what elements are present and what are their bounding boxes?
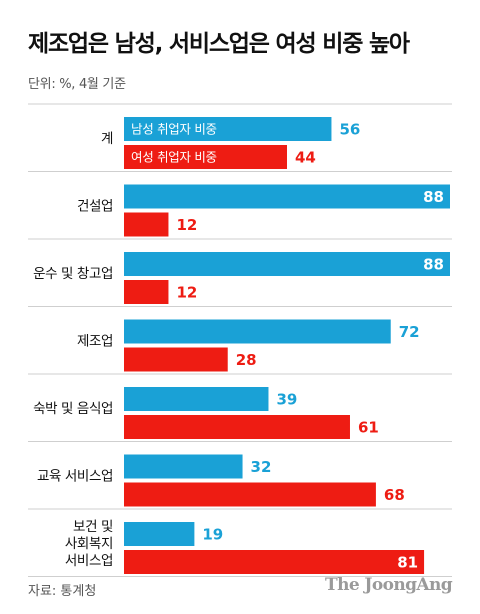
female-bar (124, 280, 169, 304)
male-value-label: 56 (339, 121, 360, 139)
female-value-label: 28 (236, 351, 257, 369)
female-bar (124, 145, 287, 169)
publisher-logo: The JoongAng (325, 575, 453, 595)
unit-note: 단위: %, 4월 기준 (28, 77, 126, 92)
female-value-label: 68 (384, 486, 405, 504)
category-label: 숙박 및 음식업 (33, 401, 113, 417)
female-value-label: 61 (358, 419, 379, 437)
female-value-label: 81 (397, 554, 418, 572)
male-bar (124, 184, 450, 209)
male-legend-label: 남성 취업자 비중 (131, 122, 217, 137)
male-bar (124, 522, 195, 546)
category-label: 운수 및 창고업 (33, 266, 113, 282)
category-label: 교육 서비스업 (37, 468, 113, 484)
category-label: 제조업 (77, 333, 113, 349)
male-value-label: 32 (251, 458, 272, 476)
female-legend-label: 여성 취업자 비중 (131, 150, 217, 165)
male-value-label: 19 (202, 526, 223, 544)
male-value-label: 39 (276, 391, 297, 409)
female-bar (124, 550, 425, 574)
category-label: 계 (101, 131, 113, 147)
female-bar (124, 212, 169, 237)
male-bar (124, 454, 243, 479)
chart-title: 제조업은 남성, 서비스업은 여성 비중 높아 (28, 31, 410, 57)
male-bar (124, 387, 269, 411)
male-value-label: 88 (423, 188, 444, 206)
female-value-label: 12 (176, 216, 197, 234)
category-label: 보건 및 (73, 519, 113, 535)
category-label: 서비스업 (65, 553, 113, 569)
male-value-label: 72 (399, 323, 420, 341)
category-label: 사회복지 (65, 536, 113, 552)
category-label: 건설업 (77, 198, 113, 214)
female-bar (124, 415, 350, 439)
female-value-label: 12 (176, 284, 197, 302)
male-bar (124, 319, 391, 344)
source-note: 자료: 통계청 (28, 584, 97, 599)
male-bar (124, 252, 450, 276)
female-value-label: 44 (295, 149, 316, 167)
female-bar (124, 482, 376, 507)
male-value-label: 88 (423, 256, 444, 274)
male-bar (124, 117, 332, 141)
female-bar (124, 347, 228, 372)
